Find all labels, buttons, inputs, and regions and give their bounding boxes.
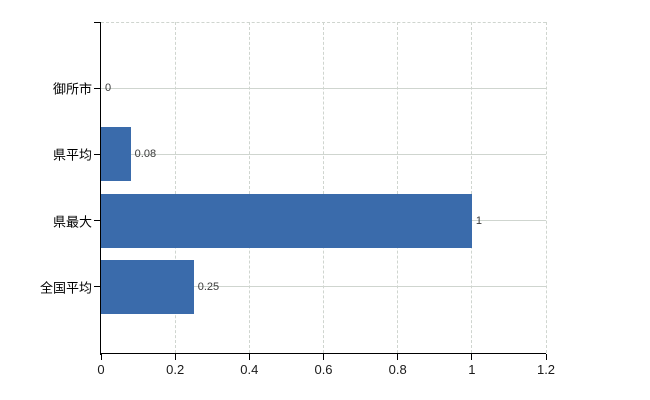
x-axis-tick: [323, 354, 324, 360]
y-axis-tick: [94, 153, 100, 155]
x-axis-tick: [397, 354, 399, 360]
y-axis-line: [99, 22, 101, 355]
x-axis-tick-label: 1: [468, 362, 476, 377]
y-axis-tick: [94, 87, 100, 89]
y-axis-tick: [94, 286, 100, 288]
x-axis-tick: [545, 354, 547, 360]
x-axis-tick-label: 0: [97, 362, 105, 377]
x-axis-tick-label: 0.8: [388, 362, 407, 377]
bar-2: [101, 193, 472, 248]
bar-value-label: 0.08: [134, 148, 157, 161]
gridline-vertical: [545, 22, 547, 353]
gridline-vertical: [174, 22, 176, 353]
x-axis-tick: [248, 354, 250, 360]
gridline-vertical: [323, 22, 324, 353]
x-axis-line: [99, 352, 546, 354]
x-axis-tick: [174, 354, 176, 360]
x-axis-tick-label: 0.6: [314, 362, 333, 377]
bar-3: [101, 259, 194, 314]
y-axis-tick: [94, 220, 100, 222]
gridline-vertical: [248, 22, 250, 353]
category-label: 県平均: [52, 147, 92, 163]
bar-value-label: 1: [475, 214, 482, 227]
x-axis-tick-label: 0.2: [166, 362, 185, 377]
gridline-vertical: [471, 22, 473, 353]
x-axis-tick-label: 1.2: [536, 362, 556, 377]
category-label: 県最大: [52, 214, 92, 230]
category-label: 御所市: [52, 81, 92, 97]
x-axis-tick: [100, 354, 102, 360]
x-axis-tick-label: 0.4: [240, 362, 259, 377]
category-label: 全国平均: [39, 280, 92, 296]
x-axis-tick: [471, 354, 473, 360]
bar-value-label: 0.25: [197, 280, 220, 293]
bar-1: [101, 127, 131, 182]
y-axis-end-tick: [94, 22, 100, 23]
gridline-vertical: [397, 22, 399, 353]
bar-value-label: 0: [105, 82, 112, 95]
